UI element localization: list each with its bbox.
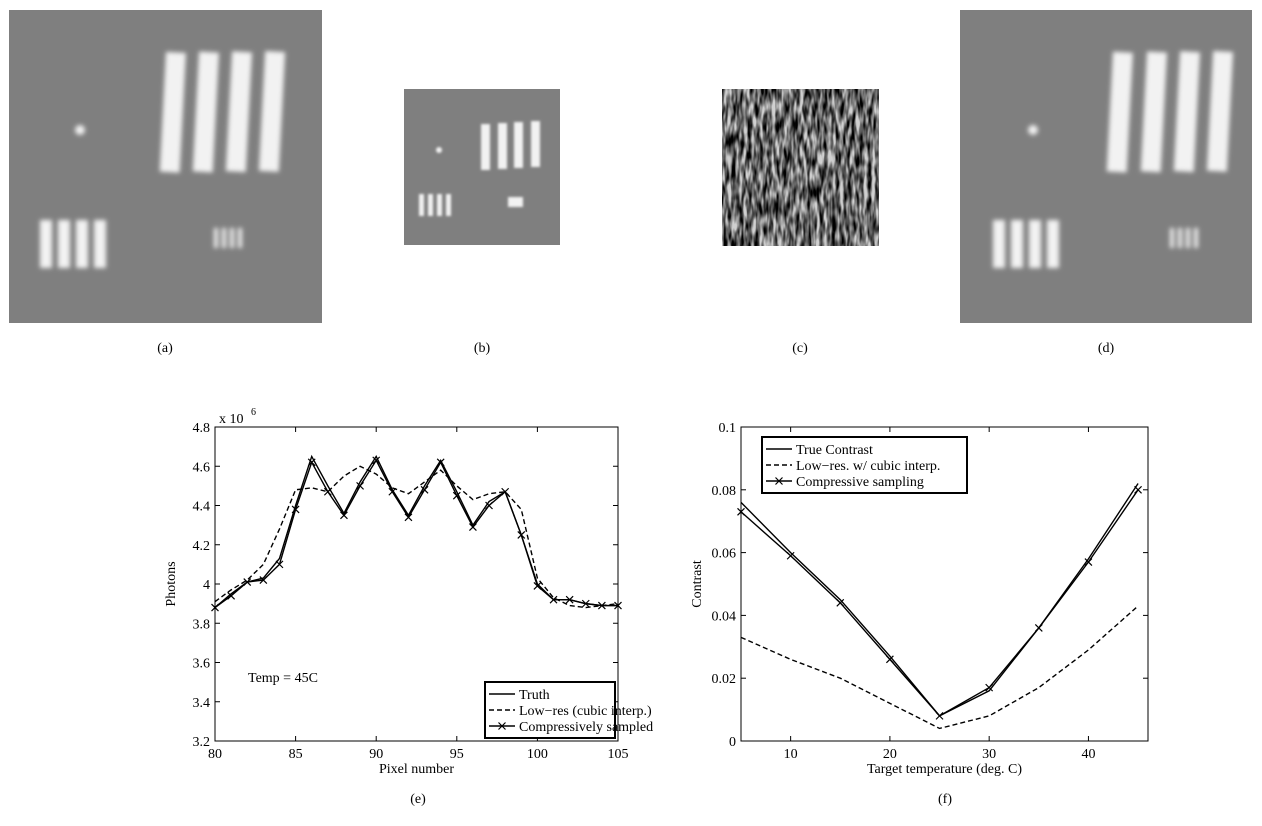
marker <box>614 601 622 610</box>
y-tick-label: 0.06 <box>712 547 737 562</box>
marker <box>1034 624 1043 632</box>
marker <box>935 711 944 720</box>
panel-label: (e) <box>410 792 426 807</box>
marker <box>372 456 381 465</box>
x-axis-label: Target temperature (deg. C) <box>867 762 1022 777</box>
marker <box>581 599 590 608</box>
y-tick-label: 0.02 <box>712 672 737 687</box>
marker <box>549 595 558 604</box>
series-line <box>214 465 619 609</box>
image-a <box>9 10 322 323</box>
y-axis-label: Photons <box>164 561 179 606</box>
marker <box>356 481 365 490</box>
x-tick-label: 85 <box>289 747 303 762</box>
panel-label: (b) <box>474 341 491 356</box>
x-tick-label: 105 <box>608 747 629 762</box>
marker <box>340 511 348 520</box>
image-c <box>722 89 879 246</box>
panel-label: (f) <box>938 792 952 807</box>
marker <box>565 595 574 604</box>
marker <box>517 531 526 539</box>
marker <box>1084 558 1093 566</box>
marker <box>501 487 510 496</box>
marker <box>533 582 542 590</box>
marker <box>227 591 236 600</box>
legend-marker <box>498 722 506 730</box>
panel-label: (a) <box>157 341 173 356</box>
image-b <box>404 89 560 245</box>
marker <box>485 501 493 510</box>
marker <box>275 560 284 569</box>
axis-multiplier: x 10 <box>219 412 244 427</box>
y-tick-label: 0.1 <box>719 421 737 436</box>
y-tick-label: 4.2 <box>193 539 211 554</box>
marker <box>597 601 606 610</box>
y-tick-label: 0 <box>729 735 736 750</box>
legend-box <box>761 436 968 494</box>
marker <box>836 598 845 607</box>
panel-label: (c) <box>792 341 808 356</box>
axis-multiplier-exponent: 6 <box>251 407 256 418</box>
marker <box>420 485 429 494</box>
y-tick-label: 3.2 <box>193 735 211 750</box>
chart: 10 20 30 40 0 0.02 0.04 0.06 0.08 0.1 Target tempe… <box>690 421 1149 777</box>
x-tick-label: 10 <box>784 747 798 762</box>
marker <box>307 458 316 467</box>
x-tick-label: 100 <box>527 747 548 762</box>
chart: 80 85 90 95 100 105 3.2 3.4 3.6 3.8 4 4.2 4.4 4.6 4.8 P… <box>164 407 653 777</box>
y-tick-label: 3.6 <box>193 657 211 672</box>
y-tick-label: 4.6 <box>193 460 211 475</box>
y-tick-label: 4.8 <box>193 421 211 436</box>
legend-label: Compressively sampled <box>519 720 653 735</box>
x-axis-label: Pixel number <box>379 762 454 777</box>
legend-label: Low−res (cubic interp.) <box>519 704 652 719</box>
y-tick-label: 0.04 <box>712 609 737 624</box>
legend-label: Low−res. w/ cubic interp. <box>796 459 940 474</box>
panel-label: (d) <box>1098 341 1115 356</box>
legend-label: True Contrast <box>796 443 873 458</box>
y-tick-label: 0.08 <box>712 484 737 499</box>
x-tick-label: 80 <box>208 747 222 762</box>
marker <box>737 507 745 516</box>
legend-marker <box>775 477 783 485</box>
marker <box>452 491 461 500</box>
marker <box>468 523 477 532</box>
legend-label: Truth <box>519 688 550 703</box>
x-tick-label: 40 <box>1081 747 1095 762</box>
image-d <box>960 10 1252 323</box>
marker <box>786 551 795 560</box>
y-axis-label: Contrast <box>690 560 705 608</box>
x-tick-label: 90 <box>369 747 383 762</box>
marker <box>1134 485 1142 494</box>
marker <box>259 576 268 584</box>
x-tick-label: 20 <box>883 747 897 762</box>
marker <box>388 487 397 496</box>
marker <box>436 458 445 467</box>
annotation: Temp = 45C <box>248 671 318 686</box>
y-tick-label: 3.4 <box>193 696 211 711</box>
marker <box>291 505 300 514</box>
marker <box>885 655 894 664</box>
legend-label: Compressive sampling <box>796 475 924 490</box>
y-tick-label: 4 <box>203 578 210 593</box>
y-tick-label: 3.8 <box>193 617 211 632</box>
x-tick-label: 30 <box>982 747 996 762</box>
x-tick-label: 95 <box>450 747 464 762</box>
marker <box>985 683 994 692</box>
marker <box>404 513 413 522</box>
marker <box>323 487 332 496</box>
marker <box>211 603 219 612</box>
marker <box>243 578 252 586</box>
series-line <box>740 605 1139 730</box>
y-tick-label: 4.4 <box>193 500 211 515</box>
